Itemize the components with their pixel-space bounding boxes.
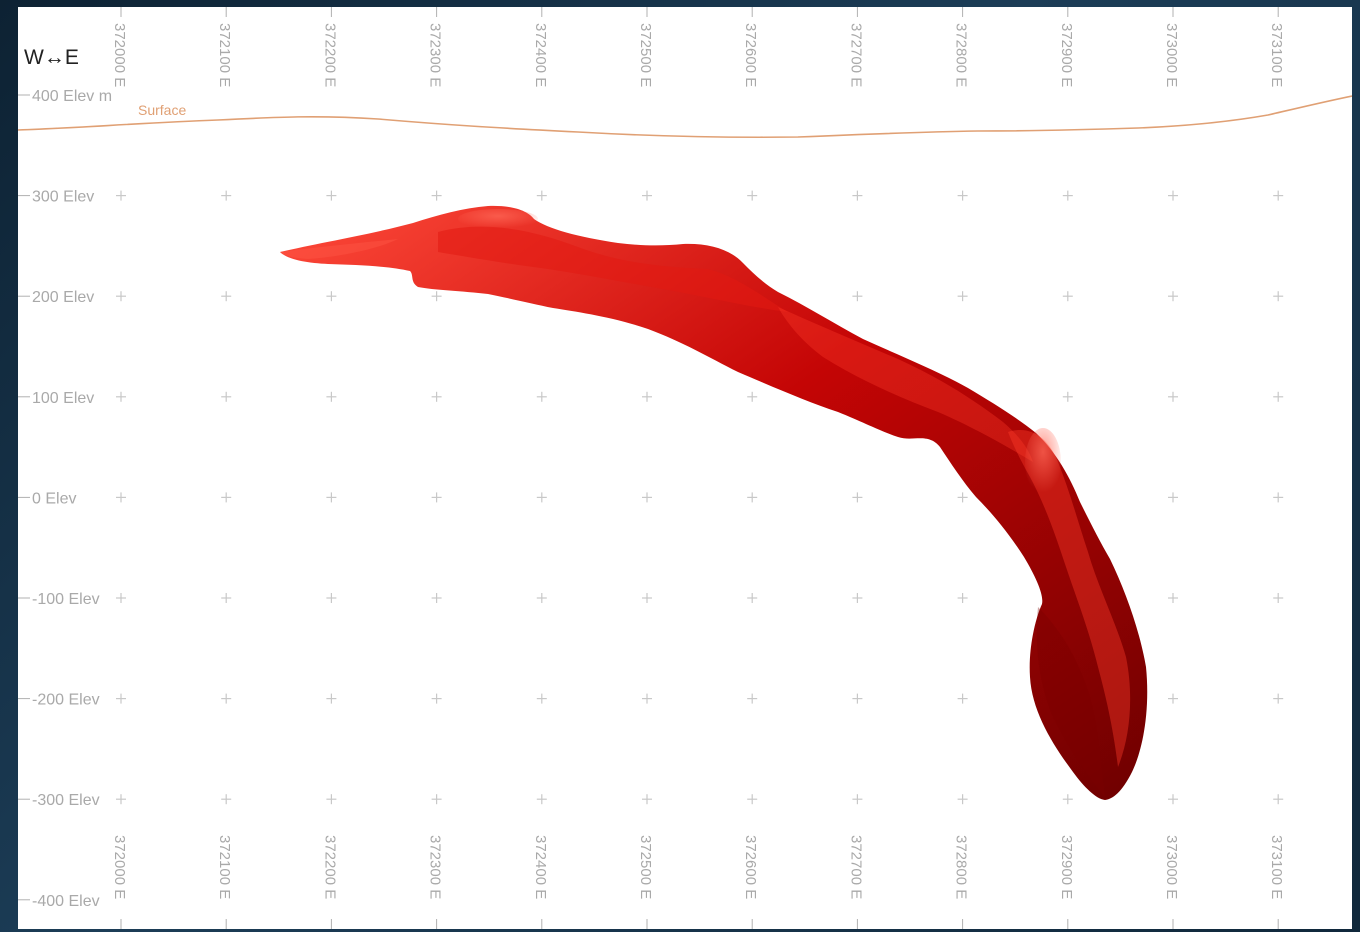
easting-label-top: 372000 E <box>111 23 128 87</box>
orebody-solid <box>280 205 1148 800</box>
easting-label-bottom: 372800 E <box>953 835 970 899</box>
easting-label-top: 372800 E <box>953 23 970 87</box>
easting-label-top: 372700 E <box>847 23 864 87</box>
elevation-label: -200 Elev <box>32 692 100 709</box>
easting-label-top: 373100 E <box>1268 23 1285 87</box>
easting-label-bottom: 372600 E <box>742 835 759 899</box>
easting-label-top: 372200 E <box>321 23 338 87</box>
easting-label-bottom: 372100 E <box>216 835 233 899</box>
easting-label-bottom: 372700 E <box>847 835 864 899</box>
easting-label-bottom: 372200 E <box>321 835 338 899</box>
easting-label-bottom: 372900 E <box>1058 835 1075 899</box>
surface-label: Surface <box>138 102 186 118</box>
elevation-ticks <box>18 7 1279 929</box>
easting-label-top: 372400 E <box>532 23 549 87</box>
elevation-label: 100 Elev <box>32 390 94 407</box>
easting-label-top: 372100 E <box>216 23 233 87</box>
easting-label-top: 372600 E <box>742 23 759 87</box>
easting-label-top: 373000 E <box>1163 23 1180 87</box>
easting-label-top: 372500 E <box>637 23 654 87</box>
section-view: W↔E Surface 400 Elev m 300 Elev 200 Elev 10… <box>18 7 1352 929</box>
easting-label-bottom: 372000 E <box>111 835 128 899</box>
elevation-label: 200 Elev <box>32 289 94 306</box>
easting-label-bottom: 372300 E <box>427 835 444 899</box>
easting-label-bottom: 373100 E <box>1268 835 1285 899</box>
easting-label-bottom: 372400 E <box>532 835 549 899</box>
easting-label-top: 372300 E <box>427 23 444 87</box>
easting-labels-bottom: 372000 E 372100 E 372200 E 372300 E 372400 E… <box>111 835 1285 899</box>
easting-label-bottom: 372500 E <box>637 835 654 899</box>
easting-label-top: 372900 E <box>1058 23 1075 87</box>
elevation-label: -300 Elev <box>32 792 100 809</box>
elevation-label: 400 Elev m <box>32 88 112 105</box>
easting-labels-top: 372000 E 372100 E 372200 E 372300 E 372400 E… <box>111 23 1285 87</box>
elevation-label: -100 Elev <box>32 591 100 608</box>
elevation-label: 0 Elev <box>32 490 76 507</box>
grid-crosses <box>116 190 1284 805</box>
surface-line <box>18 95 1352 139</box>
elevation-label: -400 Elev <box>32 893 100 910</box>
easting-label-bottom: 373000 E <box>1163 835 1180 899</box>
elevation-labels: 400 Elev m 300 Elev 200 Elev 100 Elev 0 Elev… <box>32 88 112 910</box>
orientation-label: W↔E <box>24 46 79 69</box>
elevation-label: 300 Elev <box>32 189 94 206</box>
section-canvas: W↔E Surface 400 Elev m 300 Elev 200 Elev 10… <box>18 7 1352 929</box>
